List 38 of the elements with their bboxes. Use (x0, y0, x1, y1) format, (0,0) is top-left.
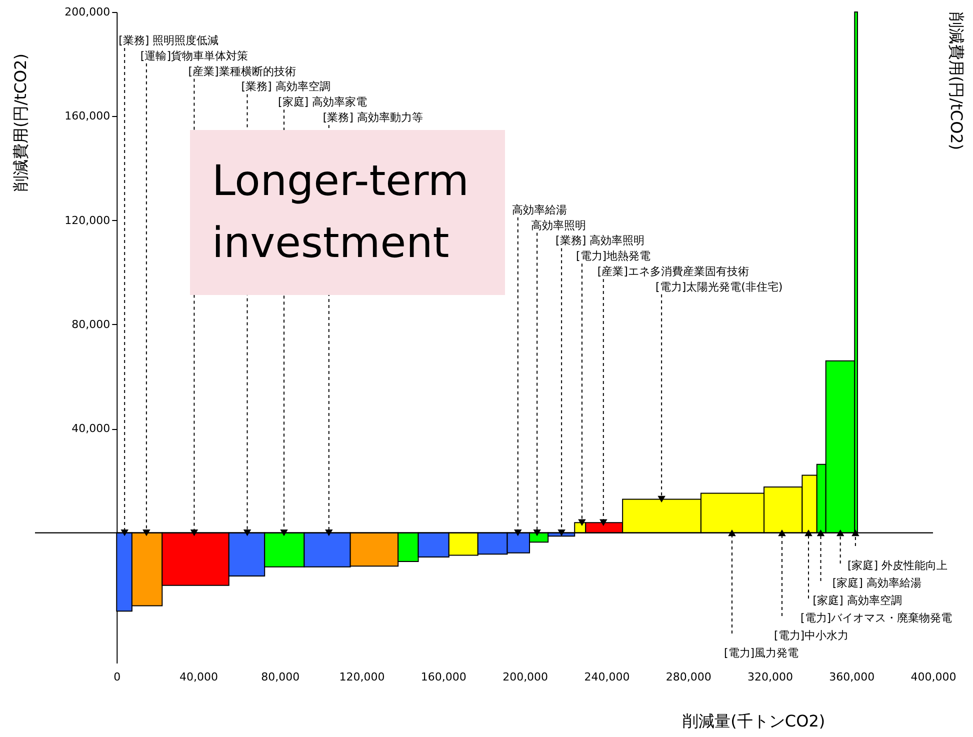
x-tick-label: 160,000 (420, 670, 466, 684)
annotation: [家庭] 外皮性能向上 (847, 559, 948, 572)
annotation: [家庭] 高効率給湯 (832, 576, 922, 590)
y-tick-label: 120,000 (64, 214, 110, 227)
y-tick-label: 160,000 (64, 110, 110, 123)
x-tick-label: 200,000 (502, 670, 548, 684)
x-tick-label: 360,000 (829, 670, 875, 684)
x-tick-label: 80,000 (261, 670, 300, 684)
annotation: [電力]バイオマス・廃棄物発電 (800, 612, 952, 624)
x-tick-label: 320,000 (747, 670, 793, 684)
annotation: [家庭] 高効率家電 (278, 96, 368, 109)
annotation: [業務] 高効率動力等 (322, 111, 423, 124)
x-axis-title: 削減量(千トンCO2) (682, 712, 826, 730)
annotation: [電力]地熱発電 (576, 250, 651, 263)
annotation: [業務] 高効率空調 (241, 80, 330, 94)
x-tick-label: 240,000 (584, 670, 630, 684)
annotation: [業務] 高効率照明 (556, 234, 645, 248)
annotation: [家庭] 高効率空調 (812, 594, 902, 607)
y-axis-title: 削減費用(円/tCO2) (11, 53, 30, 192)
y-tick-label: 40,000 (72, 422, 110, 436)
annotation: [電力]太陽光発電(非住宅) (656, 280, 783, 294)
y2-axis-title: 削減費用(円/tCO2) (946, 12, 966, 150)
annotation: [産業]エネ多消費産業固有技術 (597, 265, 749, 278)
x-tick-label: 400,000 (910, 670, 956, 684)
y-tick-label: 80,000 (72, 318, 110, 331)
annotation: [運輸]貨物車単体対策 (140, 49, 248, 62)
annotation: Longer-term investment (190, 130, 505, 295)
x-tick-label: 280,000 (666, 670, 712, 684)
y-tick-label: 200,000 (64, 6, 110, 18)
annotation: [電力]中小水力 (774, 629, 849, 642)
x-tick-label: 0 (114, 670, 121, 684)
annotation: 高効率給湯 (512, 203, 567, 216)
x-tick-label: 120,000 (339, 670, 385, 684)
annotation: [電力]風力発電 (724, 646, 799, 660)
annotation: 高効率照明 (531, 218, 586, 232)
x-tick-label: 40,000 (180, 670, 218, 684)
annotation: [業務] 照明照度低減 (118, 34, 219, 47)
annotation: [産業]業種横断的技術 (188, 64, 296, 78)
